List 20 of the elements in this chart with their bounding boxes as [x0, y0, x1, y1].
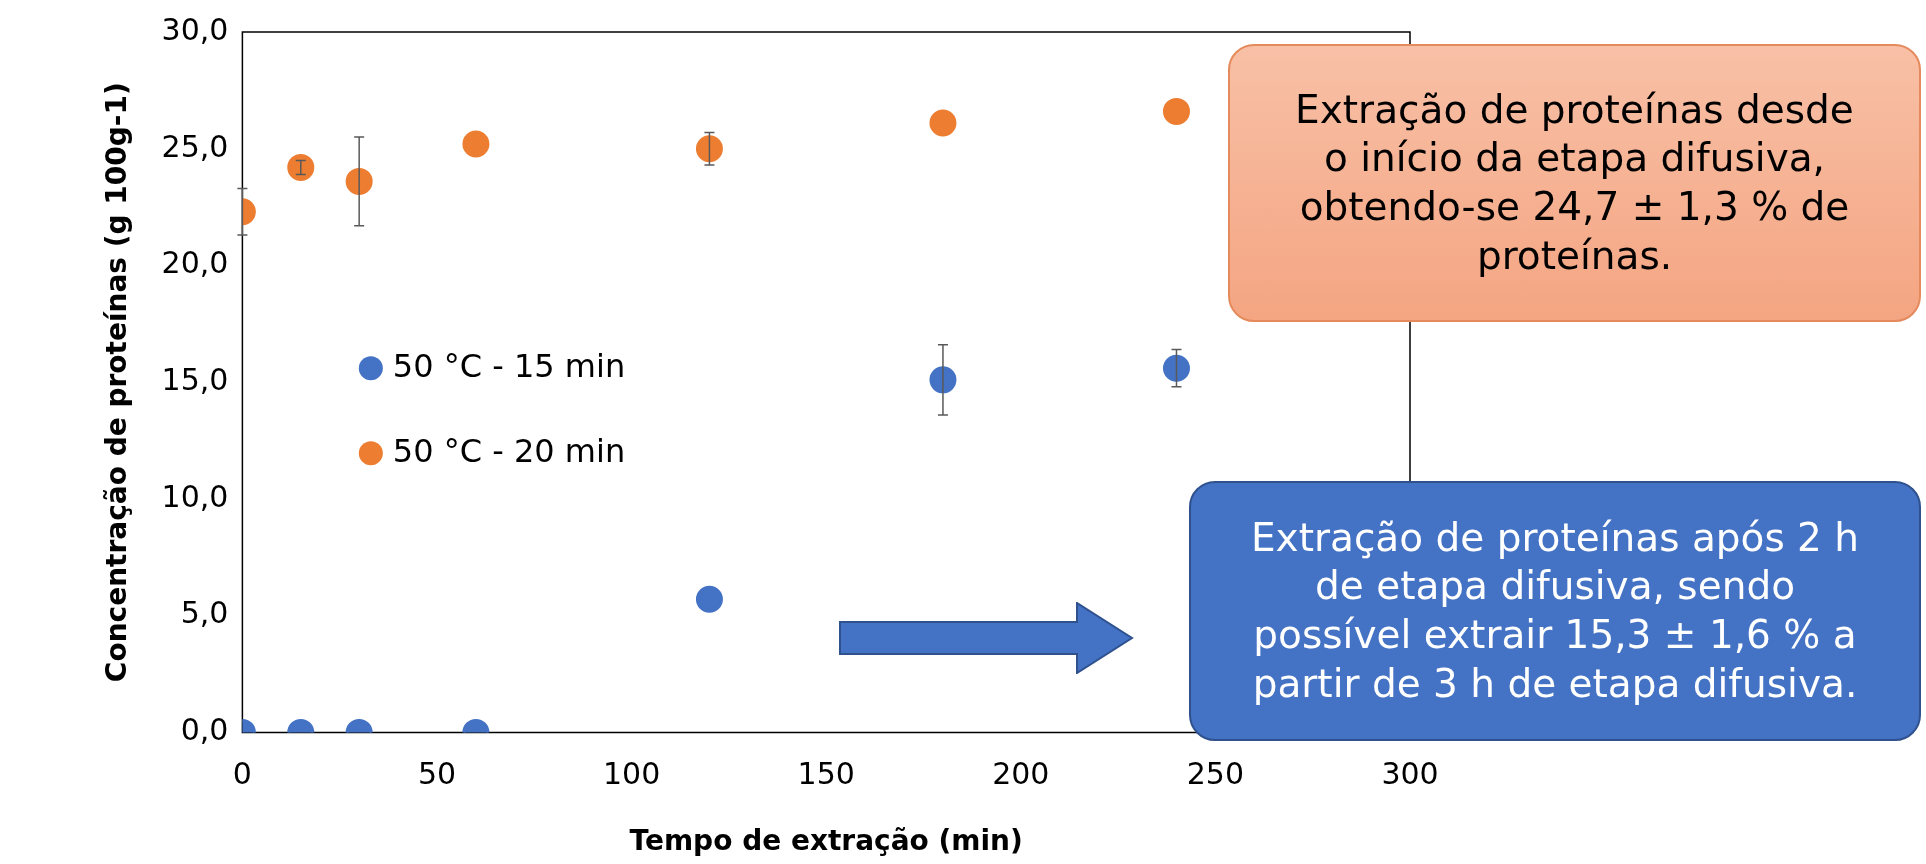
legend-label: 50 °C - 15 min — [392, 346, 626, 385]
y-tick-label: 20,0 — [161, 245, 229, 281]
y-tick-label: 5,0 — [180, 595, 229, 631]
legend-label: 50 °C - 20 min — [392, 431, 626, 470]
x-tick-label: 100 — [602, 756, 661, 792]
x-axis-title: Tempo de extração (min) — [629, 824, 1023, 858]
y-tick-label: 10,0 — [161, 478, 229, 514]
x-tick-label: 200 — [992, 756, 1050, 792]
y-tick-label: 25,0 — [161, 128, 229, 164]
x-tick-label: 150 — [797, 756, 855, 792]
callout-box: Extração de proteínas desde o início da etapa difusiva, obtendo-se 24,7 ± 1,3 % de proteínas. — [1228, 44, 1921, 322]
callout-box: Extração de proteínas após 2 h de etapa difusiva, sendo possível extrair 15,3 ± 1,6 % a partir de 3 h de etapa difusiva. — [1189, 481, 1921, 741]
y-tick-label: 15,0 — [161, 362, 229, 397]
x-tick-label: 50 — [417, 756, 457, 792]
x-tick-label: 300 — [1381, 756, 1439, 792]
y-tick-label: 30,0 — [161, 11, 229, 47]
y-tick-label: 0,0 — [180, 712, 229, 748]
y-axis-title: Concentração de proteínas (g 100g-1) — [100, 82, 134, 683]
x-tick-label: 250 — [1186, 756, 1245, 792]
x-tick-label: 0 — [232, 756, 252, 792]
